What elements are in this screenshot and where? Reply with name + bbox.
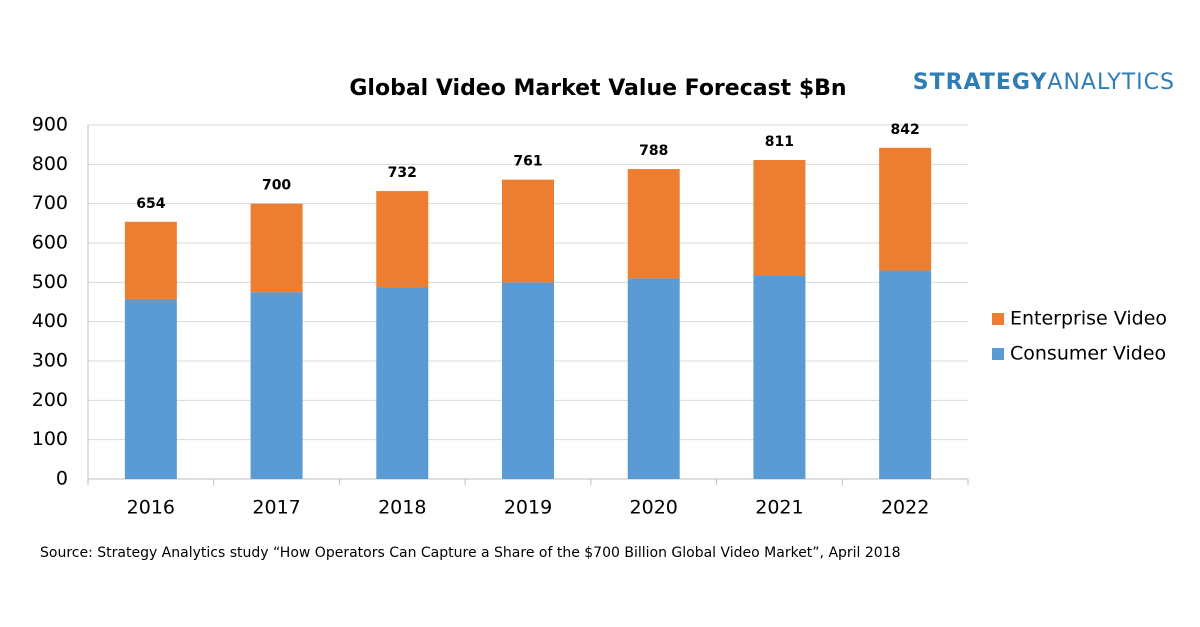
total-label: 761 [513, 154, 542, 170]
total-label: 654 [136, 196, 165, 212]
y-tick-label: 200 [32, 389, 68, 411]
x-tick-label: 2016 [127, 497, 175, 519]
bar-segment [879, 270, 932, 479]
bar-segment [753, 276, 806, 479]
bar-segment [250, 203, 303, 293]
bar-segment [502, 179, 554, 283]
bar-segment [879, 147, 932, 271]
total-label: 811 [765, 134, 794, 150]
logo-light: ANALYTICS [1047, 70, 1175, 95]
x-tick-label: 2022 [881, 497, 929, 519]
chart-title: Global Video Market Value Forecast $Bn [349, 76, 846, 101]
legend-swatch [992, 348, 1004, 360]
bar-segment [250, 292, 303, 479]
y-tick-label: 500 [32, 271, 68, 293]
bar-segment [124, 221, 177, 299]
bar-segment [502, 282, 554, 479]
x-tick-label: 2021 [755, 497, 803, 519]
legend-label: Enterprise Video [1010, 308, 1167, 330]
legend-swatch [992, 313, 1004, 325]
source-note: Source: Strategy Analytics study “How Op… [40, 545, 901, 561]
bar-segment [124, 298, 177, 479]
bar-segment [627, 169, 680, 279]
bar-segment [376, 191, 429, 288]
total-label: 842 [891, 122, 920, 138]
y-tick-label: 900 [32, 114, 68, 136]
bar-segment [627, 278, 680, 479]
y-tick-label: 700 [32, 192, 68, 214]
x-tick-label: 2019 [504, 497, 552, 519]
y-tick-label: 300 [32, 350, 68, 372]
logo-strong: STRATEGY [913, 70, 1048, 95]
x-tick-label: 2018 [378, 497, 426, 519]
legend-label: Consumer Video [1010, 343, 1166, 365]
logo: STRATEGYANALYTICS [913, 70, 1175, 95]
y-tick-label: 100 [32, 428, 68, 450]
y-tick-label: 800 [32, 153, 68, 175]
total-label: 700 [262, 178, 291, 194]
x-tick-label: 2020 [630, 497, 678, 519]
y-tick-label: 600 [32, 232, 68, 254]
total-label: 788 [639, 143, 668, 159]
y-tick-label: 0 [56, 468, 68, 490]
x-tick-label: 2017 [252, 497, 300, 519]
y-tick-label: 400 [32, 310, 68, 332]
total-label: 732 [388, 165, 417, 181]
bar-segment [376, 287, 429, 479]
bar-segment [753, 160, 806, 277]
